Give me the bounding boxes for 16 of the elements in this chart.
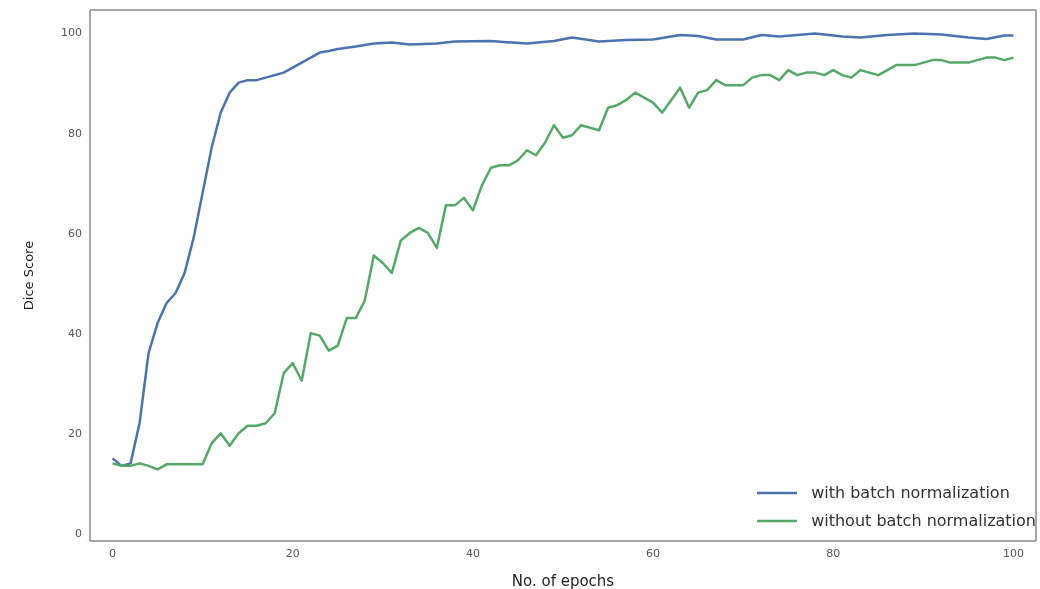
legend-label: without batch normalization <box>811 510 1036 532</box>
y-tick-label: 0 <box>75 527 82 541</box>
x-tick-label: 20 <box>285 546 300 560</box>
y-tick-label: 60 <box>68 226 82 240</box>
x-tick-label: 100 <box>1002 546 1024 560</box>
y-tick-label: 40 <box>68 327 82 341</box>
y-axis-title: Dice Score <box>20 240 36 311</box>
y-tick-label: 80 <box>68 126 82 140</box>
x-tick-label: 80 <box>826 546 841 560</box>
legend-label: with batch normalization <box>811 482 1010 504</box>
x-tick-label: 60 <box>646 546 661 560</box>
x-tick-label: 40 <box>465 546 480 560</box>
y-tick-label: 20 <box>68 427 82 441</box>
x-tick-label: 0 <box>109 546 117 560</box>
y-tick-label: 100 <box>61 26 82 40</box>
x-axis-title: No. of epochs <box>511 571 615 589</box>
